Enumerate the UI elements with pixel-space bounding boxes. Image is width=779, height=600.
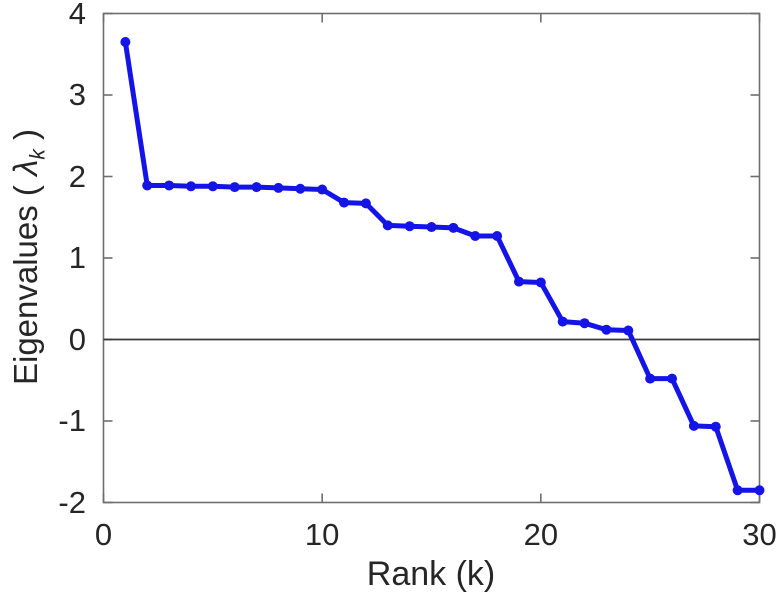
data-point-marker [229, 182, 240, 193]
data-point-marker [382, 220, 393, 231]
data-point-marker [185, 181, 196, 192]
x-axis-label: Rank (k) [366, 555, 496, 593]
y-tick-label: 2 [68, 158, 86, 194]
data-point-marker [667, 373, 678, 384]
data-point-marker [426, 222, 437, 233]
y-tick-label: 1 [68, 240, 86, 275]
data-point-marker [317, 184, 328, 195]
data-point-marker [273, 182, 284, 193]
data-point-marker [339, 197, 350, 208]
lambda-subscript-k: k [26, 149, 50, 160]
y-tick-label: 4 [68, 0, 86, 31]
data-point-marker [601, 324, 612, 335]
y-tick-label: -2 [58, 484, 86, 520]
data-point-marker [164, 180, 175, 191]
y-axis-label-close: ) [7, 128, 44, 150]
data-point-marker [295, 183, 306, 194]
data-point-marker [579, 318, 590, 329]
data-point-marker [404, 221, 415, 232]
data-point-marker [754, 485, 765, 496]
y-tick-label: 0 [68, 321, 86, 357]
data-point-marker [360, 198, 371, 209]
data-point-marker [120, 37, 131, 48]
data-point-marker [535, 277, 546, 288]
x-tick-label: 10 [304, 517, 340, 552]
data-point-marker [207, 181, 218, 192]
data-point-marker [251, 182, 262, 193]
y-tick-label: -1 [58, 403, 86, 438]
y-axis-label: Eigenvalues ( λk ) [7, 128, 50, 386]
y-tick-label: 3 [68, 77, 86, 112]
data-point-marker [645, 373, 656, 384]
lambda-symbol: λ [7, 159, 44, 176]
eigenvalue-line [122, 39, 762, 493]
data-point-marker [448, 222, 459, 233]
data-point-marker [142, 180, 153, 191]
x-tick-label: 30 [742, 517, 777, 552]
data-point-marker [513, 276, 524, 287]
data-point-marker [732, 485, 743, 496]
x-tick-label: 0 [94, 517, 113, 552]
data-point-marker [470, 230, 481, 241]
data-point-marker [557, 316, 568, 327]
x-tick-label: 20 [523, 517, 559, 552]
y-axis-label-text: Eigenvalues ( [7, 175, 44, 386]
data-point-marker [710, 421, 721, 432]
data-point-marker [623, 325, 634, 336]
axes-box [102, 12, 761, 504]
data-point-marker [492, 230, 503, 241]
data-point-marker [688, 420, 699, 431]
